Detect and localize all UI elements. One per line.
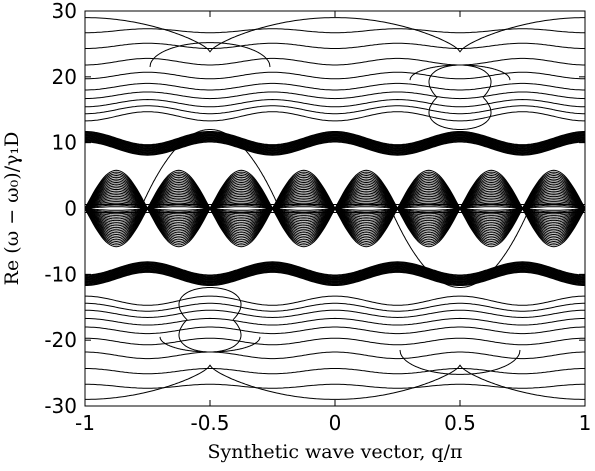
y-tick-label: 10 — [52, 131, 77, 155]
x-tick-label: -0.5 — [190, 411, 229, 435]
dense-band-upper-6 — [85, 137, 585, 152]
dense-band-lower-14 — [85, 271, 585, 286]
dense-band-lower-10 — [85, 268, 585, 283]
band-line-upper-7 — [85, 42, 585, 49]
x-tick-label: 0 — [329, 411, 342, 435]
y-axis-title: Re (ω − ω₀)/γ₁D — [1, 132, 23, 286]
dense-band-upper-4 — [85, 138, 585, 153]
dense-band-upper-7 — [85, 136, 585, 151]
y-tick-label: 30 — [52, 0, 77, 23]
band-line-lower-4 — [85, 326, 585, 335]
dense-band-lower-0 — [85, 261, 585, 276]
y-tick-label: 20 — [52, 65, 77, 89]
dense-band-lower-7 — [85, 266, 585, 281]
dense-band-lower-2 — [85, 262, 585, 277]
x-axis-title: Synthetic wave vector, q/π — [208, 441, 463, 463]
band-line-lower-3 — [84, 317, 586, 326]
dense-band-lower-1 — [85, 261, 585, 277]
dense-band-upper-15 — [85, 131, 585, 146]
dome-curve-upper-0 — [149, 42, 271, 68]
dome-curve-lower-0 — [399, 349, 521, 375]
dense-band-lower-8 — [85, 266, 585, 282]
x-tick-label: -1 — [75, 411, 95, 435]
dense-band-lower-4 — [85, 264, 585, 279]
band-line-upper-1 — [85, 105, 585, 115]
y-tick-label: 0 — [64, 197, 77, 221]
cross-curve-upper — [135, 129, 285, 221]
band-line-upper-0 — [85, 111, 585, 122]
band-line-lower-1 — [85, 302, 585, 312]
y-tick-label: -20 — [44, 328, 77, 352]
dense-band-upper-9 — [85, 135, 585, 150]
dense-band-upper-10 — [85, 134, 585, 149]
dense-band-lower-12 — [85, 269, 585, 284]
band-line-lower-8 — [85, 383, 585, 389]
y-tick-label: -10 — [44, 262, 77, 286]
dome-curve-upper-1 — [409, 64, 511, 81]
dense-band-upper-1 — [85, 140, 585, 156]
band-line-lower-2 — [85, 309, 585, 319]
dense-band-upper-13 — [85, 132, 585, 147]
dense-band-upper-12 — [85, 133, 585, 148]
top-outer-curve — [85, 17, 585, 53]
loop-curve-upper — [428, 64, 492, 130]
curves-layer — [84, 17, 586, 400]
bottom-outer-curve — [85, 364, 585, 400]
band-line-upper-6 — [85, 57, 585, 66]
y-tick-label: -30 — [44, 394, 77, 418]
dense-band-upper-0 — [85, 141, 585, 156]
x-tick-label: 0.5 — [444, 411, 476, 435]
band-line-lower-0 — [85, 295, 585, 306]
band-line-upper-2 — [85, 98, 585, 108]
dense-band-lower-6 — [85, 265, 585, 280]
dense-band-lower-13 — [85, 270, 585, 285]
dense-band-upper-3 — [85, 139, 585, 154]
band-line-upper-3 — [84, 91, 586, 100]
dense-band-lower-5 — [85, 264, 585, 279]
dense-band-upper-8 — [85, 135, 585, 151]
band-line-lower-5 — [85, 337, 585, 346]
x-tick-label: 1 — [579, 411, 592, 435]
band-line-lower-7 — [85, 368, 585, 375]
dense-band-upper-14 — [85, 131, 585, 146]
dome-curve-lower-1 — [159, 336, 261, 353]
band-line-lower-6 — [85, 351, 585, 360]
ticks-layer: -1 -0.5 0 0.5 1 30 20 10 0 -10 -20 -30 — [44, 0, 591, 435]
central-band-lower-22 — [84, 207, 586, 248]
dense-band-lower-9 — [85, 267, 585, 282]
dense-band-lower-15 — [85, 271, 585, 286]
band-line-upper-5 — [85, 71, 585, 80]
band-line-upper-4 — [85, 82, 585, 91]
dense-band-lower-11 — [85, 268, 585, 284]
dense-band-upper-5 — [85, 138, 585, 153]
cross-curve-lower — [384, 195, 535, 288]
band-line-upper-8 — [85, 28, 585, 34]
loop-curve-lower — [178, 287, 242, 353]
dense-band-upper-2 — [85, 140, 585, 155]
dense-band-lower-3 — [85, 263, 585, 278]
dense-band-upper-11 — [85, 133, 585, 149]
